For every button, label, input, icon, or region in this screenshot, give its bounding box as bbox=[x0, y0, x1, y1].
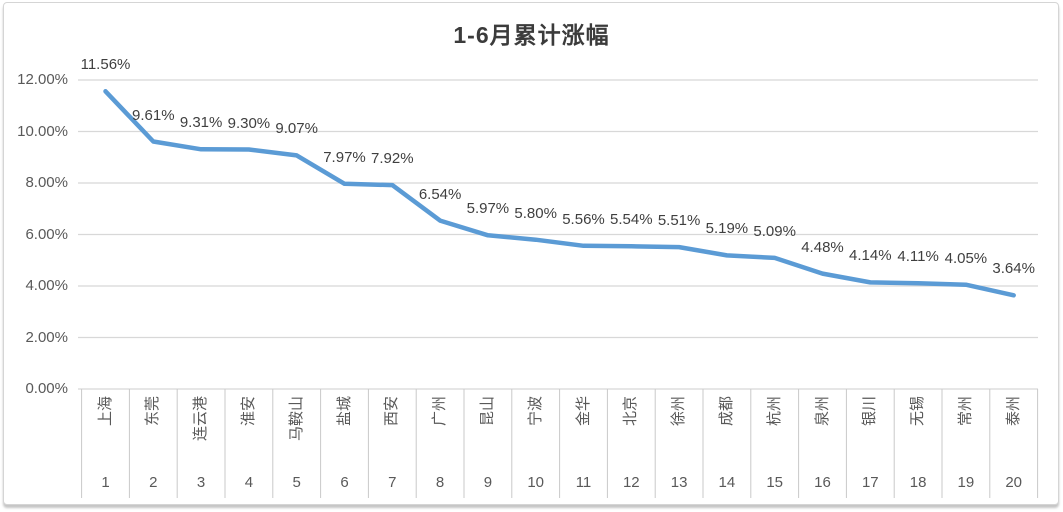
y-axis-tick-label: 8.00% bbox=[25, 174, 68, 191]
data-label: 5.97% bbox=[466, 200, 510, 218]
category-label-text: 常州 bbox=[956, 396, 974, 427]
rank-label: 18 bbox=[909, 474, 927, 491]
data-label: 9.61% bbox=[132, 106, 175, 124]
rank-label: 1 bbox=[101, 474, 110, 491]
category-label-text: 泰州 bbox=[1004, 396, 1022, 427]
category-label: 金华 bbox=[575, 396, 593, 472]
y-axis-tick-label: 4.00% bbox=[25, 277, 68, 294]
category-label-text: 徐州 bbox=[670, 396, 688, 427]
category-label-text: 杭州 bbox=[765, 396, 783, 427]
data-label: 4.11% bbox=[897, 248, 939, 266]
category-label-text: 西安 bbox=[383, 396, 401, 427]
rank-label: 4 bbox=[244, 474, 254, 491]
category-label-text: 无锡 bbox=[909, 396, 927, 427]
rank-label: 16 bbox=[814, 474, 831, 491]
trend-line bbox=[103, 89, 1016, 298]
data-label: 5.80% bbox=[514, 204, 557, 222]
category-label-text: 金华 bbox=[574, 396, 592, 427]
y-axis-tick-label: 0.00% bbox=[25, 380, 68, 397]
rank-label: 8 bbox=[435, 474, 445, 491]
data-label: 9.30% bbox=[227, 114, 271, 132]
category-label: 连云港 bbox=[192, 396, 210, 472]
rank-label: 10 bbox=[527, 474, 545, 491]
category-label-text: 昆山 bbox=[478, 396, 496, 427]
category-label: 广州 bbox=[431, 396, 449, 472]
category-label-text: 上海 bbox=[96, 396, 114, 427]
category-label-text: 广州 bbox=[431, 396, 449, 427]
rank-label: 12 bbox=[622, 474, 640, 491]
data-label: 11.56% bbox=[80, 56, 131, 74]
category-label: 常州 bbox=[957, 396, 975, 472]
category-label: 泰州 bbox=[1005, 396, 1023, 472]
y-axis-tick-label: 6.00% bbox=[25, 225, 68, 243]
category-label: 北京 bbox=[622, 396, 640, 472]
category-label-text: 银川 bbox=[861, 396, 879, 427]
category-label: 西安 bbox=[383, 396, 401, 472]
data-label: 7.97% bbox=[323, 148, 366, 166]
category-label-text: 成都 bbox=[717, 396, 735, 427]
category-label-text: 宁波 bbox=[526, 396, 544, 427]
rank-label: 6 bbox=[340, 474, 349, 491]
rank-label: 9 bbox=[483, 474, 493, 491]
rank-label: 15 bbox=[766, 474, 784, 491]
rank-label: 7 bbox=[388, 474, 397, 491]
data-label: 5.54% bbox=[610, 211, 653, 229]
category-label: 徐州 bbox=[670, 396, 688, 472]
data-label: 5.56% bbox=[562, 210, 605, 228]
y-axis-tick-label: 12.00% bbox=[17, 71, 68, 88]
category-label: 盐城 bbox=[336, 396, 354, 472]
rank-label: 14 bbox=[718, 474, 736, 491]
rank-label: 5 bbox=[292, 474, 301, 491]
data-label: 7.92% bbox=[371, 150, 414, 168]
category-label-text: 淮安 bbox=[239, 396, 257, 427]
category-label: 银川 bbox=[861, 396, 879, 472]
category-label: 成都 bbox=[718, 396, 736, 472]
data-label: 4.05% bbox=[944, 249, 988, 267]
category-label: 东莞 bbox=[144, 396, 162, 472]
category-label-text: 东莞 bbox=[144, 396, 162, 427]
data-label: 6.54% bbox=[418, 185, 462, 203]
chart-title: 1-6月累计涨幅 bbox=[453, 22, 610, 48]
category-label: 杭州 bbox=[766, 396, 784, 472]
rank-label: 20 bbox=[1005, 474, 1023, 491]
rank-label: 13 bbox=[670, 474, 688, 491]
data-label: 5.51% bbox=[657, 212, 701, 230]
data-label: 5.09% bbox=[753, 222, 796, 240]
rank-label: 11 bbox=[575, 474, 592, 491]
category-label: 马鞍山 bbox=[288, 396, 306, 472]
data-label: 4.48% bbox=[801, 238, 844, 256]
rank-label: 19 bbox=[957, 474, 975, 491]
rank-label: 17 bbox=[861, 474, 879, 491]
category-label: 无锡 bbox=[909, 396, 927, 472]
category-label: 淮安 bbox=[240, 396, 258, 472]
data-label: 5.19% bbox=[705, 220, 749, 238]
category-label-text: 盐城 bbox=[335, 396, 353, 427]
rank-label: 2 bbox=[149, 474, 158, 491]
category-label: 上海 bbox=[97, 396, 115, 472]
category-label-text: 北京 bbox=[622, 396, 640, 427]
category-label-text: 泉州 bbox=[813, 396, 831, 427]
data-label: 3.64% bbox=[992, 260, 1035, 278]
chart-card bbox=[3, 2, 1059, 505]
category-label: 宁波 bbox=[527, 396, 545, 472]
y-axis-tick-label: 2.00% bbox=[25, 328, 68, 346]
rank-label: 3 bbox=[196, 474, 206, 491]
data-label: 9.31% bbox=[179, 114, 223, 132]
category-label: 昆山 bbox=[479, 396, 497, 472]
data-label: 9.07% bbox=[275, 120, 318, 138]
category-label-text: 马鞍山 bbox=[287, 396, 305, 442]
category-label: 泉州 bbox=[814, 396, 832, 472]
category-label-text: 连云港 bbox=[192, 396, 210, 442]
y-axis-tick-label: 10.00% bbox=[17, 122, 68, 140]
data-label: 4.14% bbox=[849, 247, 892, 265]
